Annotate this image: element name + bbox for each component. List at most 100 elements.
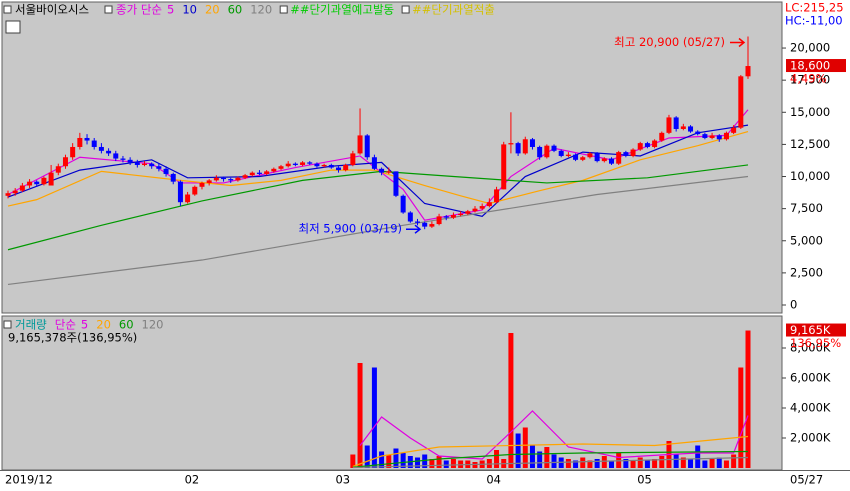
candle-body [429,224,435,227]
volume-bar [364,445,370,468]
candle-body [19,185,25,191]
moving-average-line [7,175,749,286]
legend-entry: 10 [182,3,197,17]
candle-body [522,139,528,154]
moving-average-line [352,456,749,469]
candle-body [450,215,456,218]
candle-body [415,221,421,223]
candle-body [235,177,241,181]
candle-body [292,163,298,165]
candle-body [142,163,148,165]
moving-average-line [359,410,749,460]
candle-body [213,177,219,181]
candle-body [264,171,270,174]
y-tick-label: 8,000K [790,341,831,355]
candle-body [529,139,535,147]
candle-body [364,135,370,158]
y-tick-label: 20,000 [790,41,830,55]
annotation-arrow [730,37,746,48]
candle-body [321,164,327,167]
candle-body [335,167,341,171]
candle-body [5,193,11,196]
candle-body [185,194,191,203]
volume-bar [659,456,665,468]
volume-panel [1,315,783,471]
legend-entry: 60 [228,3,243,17]
candle-body [386,171,392,173]
candle-body [680,126,686,129]
volume-title: 거래량 [15,318,47,332]
moving-average-line [7,130,749,207]
volume-bar [357,363,363,468]
candle-body [544,145,550,158]
volume-bar [680,457,686,468]
volume-bar [436,456,442,468]
last-value-label: 9,165K [790,323,831,337]
candle-body [666,117,672,133]
candle-body [709,135,715,138]
volume-bar [508,333,514,468]
y-tick-label: 4,000K [790,401,831,415]
volume-summary: 9,165,378주(136,95%) [8,331,137,345]
candle-body [465,211,471,214]
candle-body [170,173,176,182]
volume-bar [673,454,679,468]
candle-body [702,134,708,138]
candle-body [673,117,679,129]
volume-bar [551,454,557,468]
toolbar-icon[interactable] [5,20,21,34]
candle-body [106,150,112,154]
candle-body [565,154,571,156]
volume-bar [716,457,722,468]
candle-body [486,202,492,207]
annotation-arrow [406,224,422,234]
y-tick-label: 2,500 [790,265,823,279]
candle-body [249,172,255,176]
candle-body [127,159,133,163]
candle-body [48,172,54,186]
candle-body [307,162,313,164]
candle-body [594,153,600,162]
hc-label: HC:-11,00 [785,14,843,28]
candle-body [573,154,579,160]
volume-bar [400,453,406,468]
volume-bar [731,454,737,468]
y-tick-label: 0 [790,298,797,312]
moving-average-line [352,450,749,468]
last-value-box [786,323,846,337]
candle-body [55,166,61,173]
x-tick-label: 05 [637,473,652,487]
candle-body [177,181,183,203]
candle-body [393,171,399,196]
panel-icon [401,5,410,14]
panel-icon [3,320,12,329]
volume-bar [738,367,744,468]
y-tick-label: 17,500 [790,73,830,87]
legend-entry: 120 [142,318,164,332]
lc-label: LC:215,25 [785,1,844,15]
volume-bar [429,459,435,468]
volume-bar [688,459,694,468]
candle-body [242,175,248,178]
candle-body [163,168,169,174]
panel-icon [3,5,12,14]
candle-body [515,143,521,154]
legend-label: 종가 단순 [116,3,162,17]
candle-body [134,162,140,165]
volume-bar [630,460,636,468]
candle-body [601,158,607,162]
volume-bar [580,457,586,468]
volume-bar [573,460,579,468]
candle-body [70,146,76,158]
volume-bar [652,459,658,468]
candle-body [278,166,284,169]
candle-body [623,152,629,156]
candle-body [659,132,665,141]
volume-bar [522,427,528,468]
volume-bar [422,454,428,468]
candle-body [192,186,198,195]
volume-bar [623,459,629,468]
candle-body [630,149,636,156]
candle-body [98,146,104,151]
